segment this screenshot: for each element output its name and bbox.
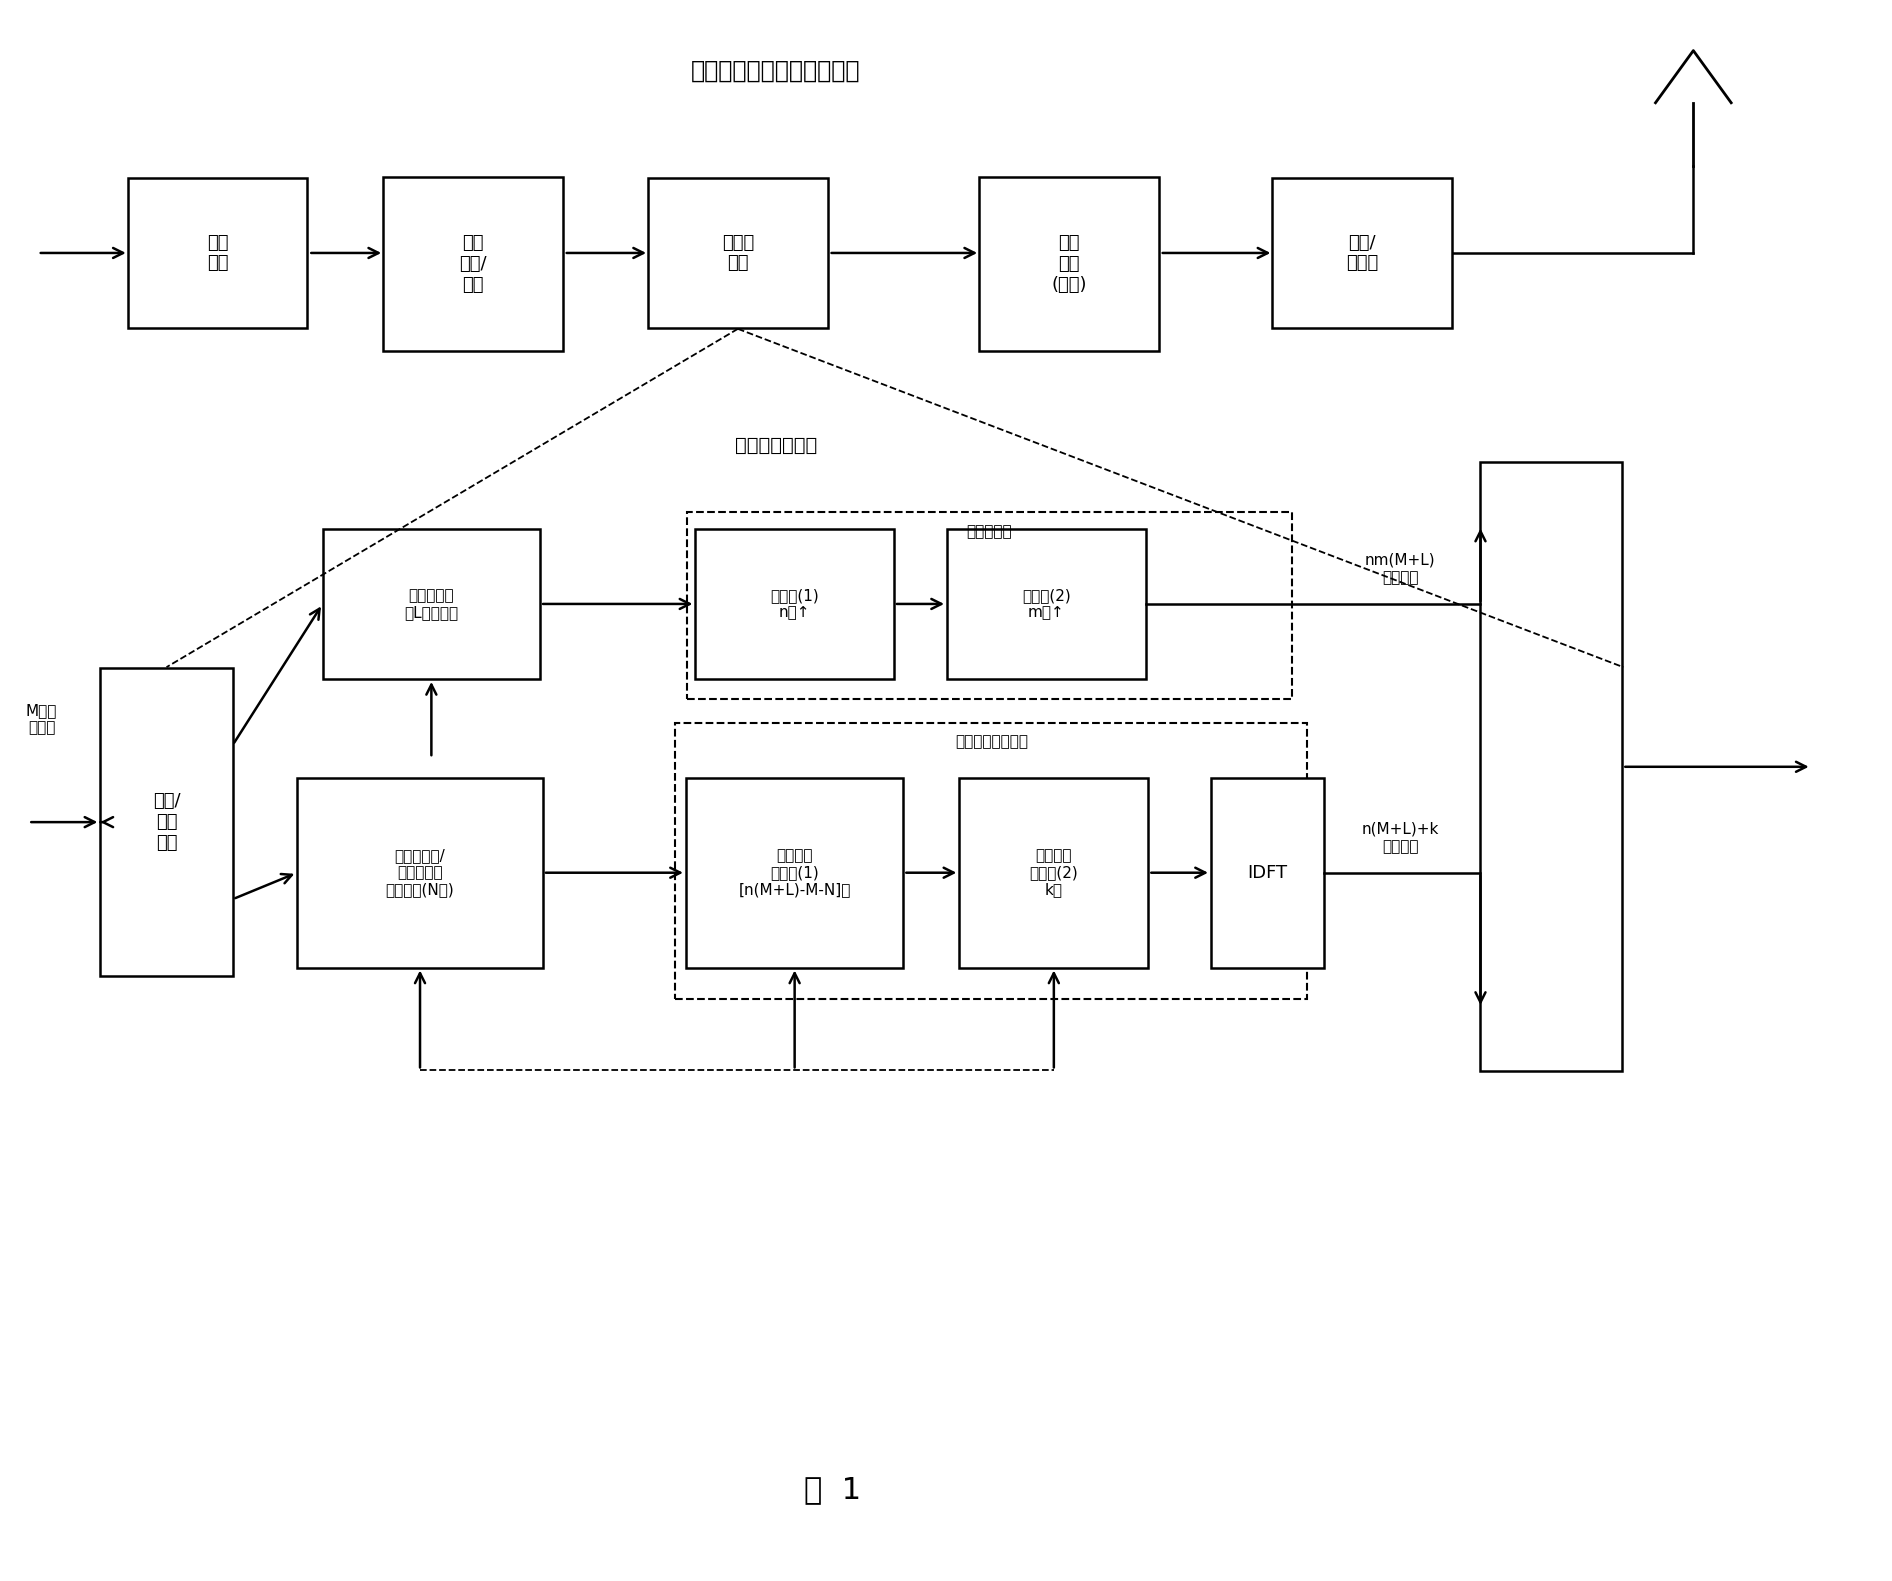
Bar (297, 778, 543, 968)
Bar (1271, 179, 1453, 329)
Text: M个调
制符号: M个调 制符号 (26, 704, 57, 735)
Bar (129, 179, 307, 329)
Bar (959, 778, 1148, 968)
Bar (1211, 778, 1324, 968)
Text: 调制/
上变频: 调制/ 上变频 (1345, 234, 1379, 272)
Text: nm(M+L)
个采样点: nm(M+L) 个采样点 (1364, 553, 1436, 585)
Bar (647, 179, 829, 329)
Text: 图  1: 图 1 (804, 1475, 861, 1504)
Text: 输入
缓冲: 输入 缓冲 (206, 234, 229, 272)
Text: 数据帧填充方法: 数据帧填充方法 (734, 436, 817, 455)
Text: 升采样(2)
m倍↑: 升采样(2) m倍↑ (1022, 588, 1071, 620)
Text: n(M+L)+k
个采样点: n(M+L)+k 个采样点 (1362, 822, 1438, 854)
Bar (696, 528, 893, 680)
Text: 插入虚拟
子载波(1)
[n(M+L)-M-N]个: 插入虚拟 子载波(1) [n(M+L)-M-N]个 (738, 847, 851, 898)
Text: 插虚拟子载波模块: 插虚拟子载波模块 (955, 734, 1027, 749)
Bar (675, 723, 1307, 999)
Text: 插入虚拟
子载波(2)
k个: 插入虚拟 子载波(2) k个 (1029, 847, 1078, 898)
Bar (1480, 462, 1621, 1072)
Text: 插导频信号/
受强保护的
未知信息(N个): 插导频信号/ 受强保护的 未知信息(N个) (386, 847, 454, 898)
Text: 信道
编码/
映射: 信道 编码/ 映射 (460, 234, 486, 294)
Text: IDFT: IDFT (1247, 863, 1288, 882)
Text: 数据
组帧
(超帧): 数据 组帧 (超帧) (1052, 234, 1086, 294)
Text: 升采样(1)
n倍↑: 升采样(1) n倍↑ (770, 588, 819, 620)
Bar (948, 528, 1147, 680)
Bar (382, 177, 562, 351)
Text: 数字电视地面广播发射系统: 数字电视地面广播发射系统 (691, 58, 861, 84)
Bar (685, 778, 904, 968)
Bar (100, 667, 233, 975)
Text: 升采样模块: 升采样模块 (967, 523, 1012, 539)
Text: 插参考信息
（L个符号）: 插参考信息 （L个符号） (405, 588, 458, 620)
Bar (687, 512, 1292, 699)
Bar (980, 177, 1158, 351)
Text: 时域/
频域
选择: 时域/ 频域 选择 (153, 792, 180, 852)
Text: 数据帧
填充: 数据帧 填充 (721, 234, 755, 272)
Bar (322, 528, 541, 680)
